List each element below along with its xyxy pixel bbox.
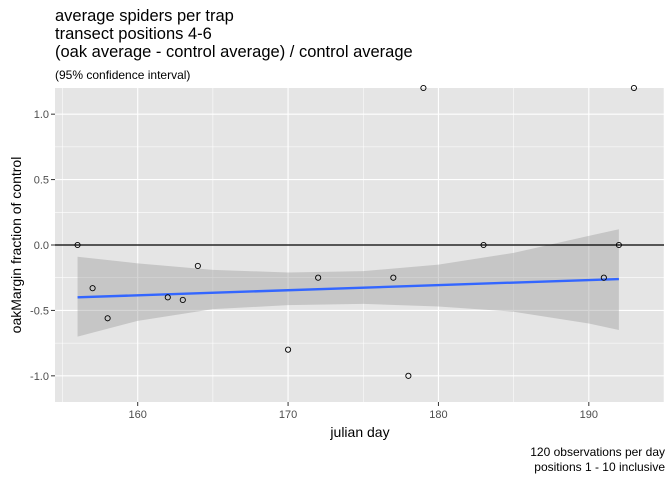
y-axis: -1.0 -0.5 0.0 0.5 1.0 [30, 109, 55, 383]
y-tick-label: -0.5 [30, 305, 49, 317]
y-tick-label: 1.0 [34, 109, 49, 121]
regression-line [77, 277, 619, 299]
y-axis-label: oakMargin fraction of control [8, 157, 24, 334]
data-point [104, 315, 111, 322]
x-tick-label: 170 [279, 409, 297, 421]
data-point [315, 274, 322, 281]
chart-subtitle: (95% confidence interval) [55, 68, 191, 82]
data-point [420, 84, 427, 92]
data-point [390, 274, 397, 281]
x-tick-label: 190 [580, 409, 598, 421]
chart-title-line-3: (oak average - control average) / contro… [55, 43, 413, 61]
data-point [600, 274, 607, 281]
y-tick-label: 0.0 [34, 240, 49, 252]
data-point [480, 241, 487, 249]
caption-line-2: positions 1 - 10 inclusive [534, 460, 665, 474]
data-point [285, 346, 292, 353]
data-point [179, 296, 186, 304]
x-axis-label: julian day [329, 424, 389, 440]
x-tick-label: 180 [429, 409, 447, 421]
data-points [74, 84, 637, 379]
data-point [615, 241, 622, 249]
data-point [630, 84, 637, 92]
data-point [194, 262, 201, 269]
confidence-band [77, 229, 619, 337]
data-point [74, 241, 81, 249]
data-point [89, 285, 96, 292]
chart-title-line-2: transect positions 4-6 [55, 25, 212, 43]
y-tick-label: 0.5 [34, 175, 49, 187]
data-point [405, 372, 412, 379]
x-axis: 160 170 180 190 [129, 402, 598, 421]
caption-line-1: 120 observations per day [530, 445, 665, 459]
x-tick-label: 160 [129, 409, 147, 421]
chart-title-line-1: average spiders per trap [55, 7, 234, 25]
data-point [164, 294, 171, 301]
y-tick-label: -1.0 [30, 371, 49, 383]
